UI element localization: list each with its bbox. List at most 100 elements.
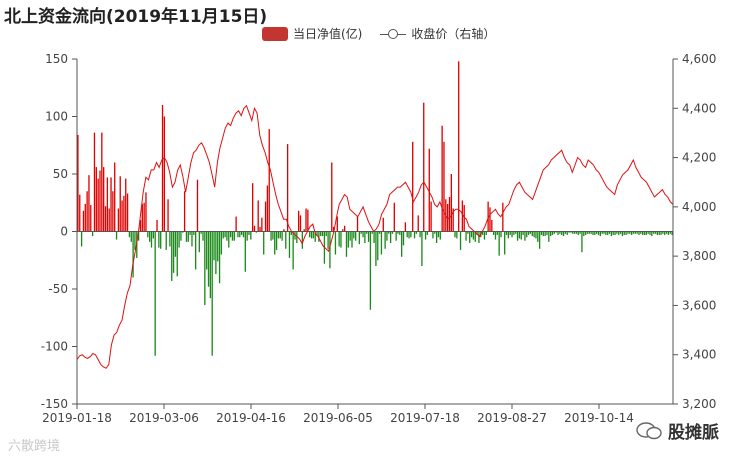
bar bbox=[561, 231, 563, 235]
bar bbox=[612, 231, 614, 235]
bar bbox=[204, 231, 206, 306]
bar bbox=[161, 105, 164, 232]
bar bbox=[198, 231, 200, 253]
x-tick-label: 2019-01-18 bbox=[42, 411, 112, 425]
bar bbox=[531, 231, 533, 237]
bar bbox=[228, 231, 230, 248]
bar bbox=[259, 226, 261, 232]
bar bbox=[423, 102, 425, 232]
bar bbox=[557, 231, 559, 235]
bar bbox=[106, 177, 109, 232]
legend-bar-swatch[interactable] bbox=[262, 26, 288, 41]
bar bbox=[448, 197, 451, 232]
x-tick-label: 2019-10-14 bbox=[564, 411, 634, 425]
bar bbox=[412, 141, 414, 232]
x-tick-label: 2019-08-27 bbox=[477, 411, 547, 425]
bar bbox=[158, 231, 160, 248]
bar bbox=[461, 200, 464, 232]
legend-line-icon[interactable] bbox=[380, 27, 407, 41]
bar bbox=[432, 231, 434, 239]
bar bbox=[180, 231, 182, 241]
bar bbox=[321, 231, 324, 237]
bar bbox=[439, 231, 441, 240]
watermark-right-text: 股摊脈 bbox=[668, 423, 719, 443]
bar bbox=[369, 231, 372, 310]
bar bbox=[636, 231, 638, 234]
bar bbox=[384, 231, 386, 249]
bar bbox=[550, 231, 552, 237]
bar bbox=[373, 231, 375, 243]
bar bbox=[389, 231, 392, 243]
bar bbox=[275, 231, 278, 250]
left-tick-label: 0 bbox=[60, 225, 68, 239]
bar bbox=[590, 231, 592, 234]
bar bbox=[533, 231, 535, 238]
bar bbox=[215, 231, 217, 275]
bar bbox=[415, 231, 418, 234]
bar bbox=[119, 176, 121, 232]
bar bbox=[513, 231, 515, 235]
bar bbox=[213, 231, 215, 261]
bar bbox=[248, 231, 250, 235]
bar bbox=[638, 231, 640, 235]
bar bbox=[139, 220, 142, 232]
bar bbox=[222, 231, 224, 239]
bar bbox=[601, 231, 603, 234]
bar bbox=[235, 216, 237, 232]
bar bbox=[653, 231, 655, 234]
bar bbox=[371, 231, 373, 234]
bar bbox=[454, 231, 456, 238]
bar bbox=[169, 231, 171, 247]
bar bbox=[399, 231, 401, 235]
bar bbox=[268, 129, 270, 232]
bar bbox=[393, 202, 395, 232]
bar bbox=[664, 231, 666, 235]
bar bbox=[605, 231, 607, 235]
bar bbox=[301, 231, 303, 249]
bar bbox=[305, 208, 307, 232]
bar bbox=[630, 231, 633, 235]
right-tick-label: 4,200 bbox=[682, 151, 716, 165]
bar bbox=[548, 231, 550, 242]
bar bbox=[413, 231, 416, 239]
left-tick-label: 100 bbox=[45, 110, 68, 124]
chat-bubble-icon bbox=[636, 421, 662, 439]
bar bbox=[270, 231, 272, 241]
bar bbox=[182, 231, 184, 233]
bar bbox=[143, 202, 145, 232]
bar bbox=[211, 231, 213, 356]
bar bbox=[242, 231, 245, 238]
bar bbox=[651, 231, 653, 237]
bar bbox=[246, 231, 248, 241]
bar bbox=[401, 231, 403, 257]
bar bbox=[671, 231, 673, 235]
bar bbox=[596, 231, 598, 234]
bar bbox=[80, 231, 83, 247]
bar bbox=[101, 132, 103, 232]
bar bbox=[121, 200, 123, 232]
bar bbox=[594, 231, 596, 235]
bar bbox=[281, 231, 283, 241]
bar bbox=[360, 231, 362, 234]
bar bbox=[566, 231, 568, 235]
bar bbox=[616, 231, 618, 234]
bar bbox=[231, 231, 234, 241]
bar bbox=[189, 231, 191, 235]
bar bbox=[515, 231, 517, 234]
left-tick-label: 150 bbox=[45, 52, 68, 66]
bar bbox=[492, 231, 495, 235]
bar bbox=[632, 231, 635, 234]
legend-line-label: 收盘价（右轴） bbox=[411, 27, 496, 41]
bar bbox=[117, 208, 120, 232]
bar bbox=[665, 231, 668, 234]
bar bbox=[564, 231, 567, 234]
bar bbox=[288, 231, 291, 258]
bar bbox=[456, 231, 458, 239]
bar bbox=[443, 141, 445, 232]
bar bbox=[176, 231, 178, 277]
bar bbox=[417, 215, 419, 232]
bar bbox=[126, 193, 129, 232]
bar bbox=[312, 231, 315, 239]
bar bbox=[434, 231, 436, 234]
bar bbox=[90, 205, 92, 232]
